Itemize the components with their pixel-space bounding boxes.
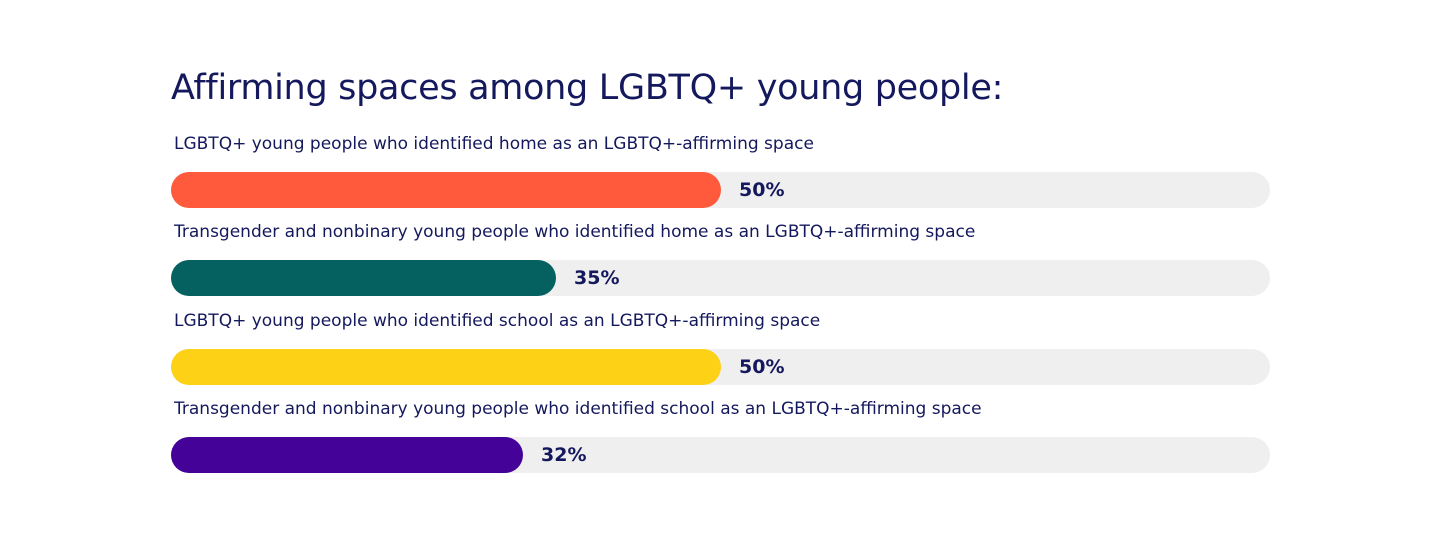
bar-track: 50% [171,172,1270,208]
bar-fill [171,260,556,296]
bar-value-label: 35% [574,267,620,289]
bar-track: 32% [171,437,1270,473]
bar-row: Transgender and nonbinary young people w… [171,220,1271,300]
chart: Affirming spaces among LGBTQ+ young peop… [171,64,1271,473]
bar-row: LGBTQ+ young people who identified home … [171,132,1271,212]
bar-label: LGBTQ+ young people who identified home … [174,134,814,154]
bar-track: 35% [171,260,1270,296]
bar-value-label: 32% [541,444,587,466]
bar-value-label: 50% [739,179,785,201]
bar-fill [171,437,523,473]
bar-label: Transgender and nonbinary young people w… [174,222,976,242]
bar-row: LGBTQ+ young people who identified schoo… [171,309,1271,389]
bar-fill [171,349,721,385]
bar-value-label: 50% [739,356,785,378]
bar-row: Transgender and nonbinary young people w… [171,397,1271,477]
bar-label: Transgender and nonbinary young people w… [174,399,982,419]
bar-fill [171,172,721,208]
bar-label: LGBTQ+ young people who identified schoo… [174,311,821,331]
bar-track: 50% [171,349,1270,385]
chart-title: Affirming spaces among LGBTQ+ young peop… [171,68,1004,108]
